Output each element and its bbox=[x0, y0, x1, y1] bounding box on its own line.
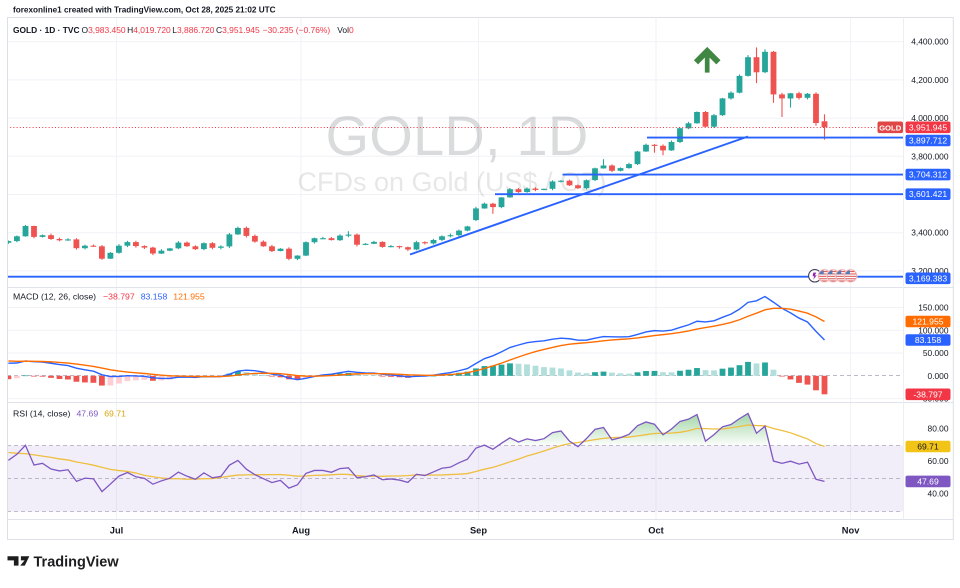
svg-text:0.000: 0.000 bbox=[928, 371, 949, 381]
svg-text:69.71: 69.71 bbox=[917, 442, 939, 452]
svg-text:83.158: 83.158 bbox=[915, 335, 942, 345]
svg-text:4,200.000: 4,200.000 bbox=[911, 75, 949, 85]
svg-text:3,200.000: 3,200.000 bbox=[911, 266, 949, 276]
svg-text:4,000.000: 4,000.000 bbox=[911, 113, 949, 123]
svg-text:47.69: 47.69 bbox=[917, 476, 939, 486]
svg-text:100.000: 100.000 bbox=[918, 325, 949, 335]
svg-text:GOLD: GOLD bbox=[879, 123, 902, 132]
svg-text:50.000: 50.000 bbox=[923, 348, 949, 358]
svg-text:121.955: 121.955 bbox=[912, 317, 943, 327]
svg-text:80.00: 80.00 bbox=[928, 424, 949, 434]
svg-text:Sep: Sep bbox=[470, 526, 487, 536]
svg-text:3,169.383: 3,169.383 bbox=[909, 273, 947, 283]
svg-text:3,800.000: 3,800.000 bbox=[911, 151, 949, 161]
svg-text:Nov: Nov bbox=[842, 526, 860, 536]
svg-text:Oct: Oct bbox=[648, 526, 664, 536]
svg-text:Aug: Aug bbox=[292, 526, 310, 536]
svg-text:TradingView: TradingView bbox=[34, 554, 120, 570]
svg-text:3,601.421: 3,601.421 bbox=[909, 189, 947, 199]
svg-text:60.00: 60.00 bbox=[928, 456, 949, 466]
svg-text:40.00: 40.00 bbox=[928, 489, 949, 499]
svg-text:Jul: Jul bbox=[110, 526, 123, 536]
svg-text:-38.797: -38.797 bbox=[913, 389, 942, 399]
svg-text:3,704.312: 3,704.312 bbox=[909, 170, 947, 180]
svg-text:4,400.000: 4,400.000 bbox=[911, 37, 949, 47]
svg-text:GOLD · 1D · TVC: GOLD · 1D · TVC bbox=[13, 25, 80, 35]
svg-text:forexonline1 created with Trad: forexonline1 created with TradingView.co… bbox=[13, 6, 276, 15]
svg-text:GOLD, 1D: GOLD, 1D bbox=[325, 104, 588, 167]
svg-text:CFDs on Gold (US$ / OZ): CFDs on Gold (US$ / OZ) bbox=[297, 167, 606, 197]
svg-text:3,400.000: 3,400.000 bbox=[911, 228, 949, 238]
svg-text:3,897.712: 3,897.712 bbox=[909, 136, 947, 146]
svg-text:150.000: 150.000 bbox=[918, 303, 949, 313]
svg-text:3,951.945: 3,951.945 bbox=[909, 122, 947, 132]
